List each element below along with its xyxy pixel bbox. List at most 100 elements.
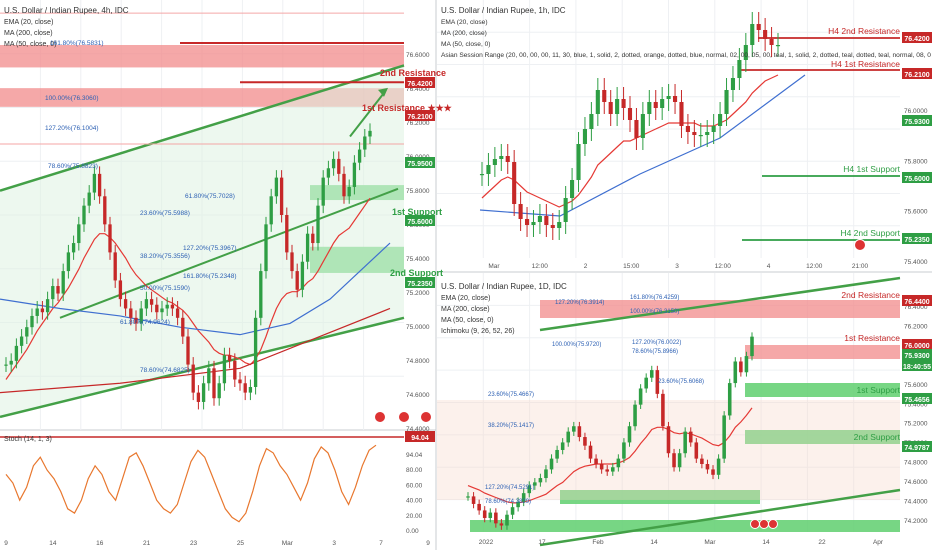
h4-candle-body	[56, 286, 60, 294]
res2-label: 2nd Resistance	[380, 68, 446, 78]
zones	[0, 45, 900, 532]
h1-candle-body	[537, 216, 542, 222]
fib-label: 78.60%(75.8966)	[632, 349, 678, 355]
left-title: U.S. Dollar / Indian Rupee, 4h, IDC	[4, 6, 129, 15]
h4-candle-body	[269, 196, 273, 225]
d1-candle-body	[527, 485, 532, 494]
axis-tick-label: 74.4000	[406, 426, 430, 433]
resistance-2-zone	[0, 45, 404, 68]
h1-candle-body	[531, 222, 536, 225]
time-tick-label: 17	[538, 539, 546, 546]
h4-sup1-label: H4 1st Support	[843, 164, 900, 174]
axis-tick-label: 76.2000	[406, 120, 430, 127]
badge-rb-time-bg	[902, 360, 932, 371]
h1-candle-body	[479, 174, 485, 176]
h4-candle-body	[61, 271, 65, 294]
badge-stoch: 94.04	[411, 435, 429, 442]
axis-tick-label: 20.00	[406, 513, 423, 520]
badge-rt-res1-bg	[902, 68, 932, 79]
d1-candle-body	[549, 458, 554, 470]
d1-candle-body	[538, 478, 543, 483]
badge-rt-sup2: 75.2350	[904, 237, 929, 244]
h4-candle-body	[108, 224, 112, 253]
d1-candle-body	[605, 469, 609, 472]
fib-label: 100.00%(76.3060)	[45, 95, 99, 102]
d1-candle-body	[627, 426, 632, 443]
fib-label: 23.60%(75.6068)	[658, 379, 704, 385]
axis-tick-label: 74.6000	[904, 479, 928, 486]
rb-legend-item: Ichimoku (9, 26, 52, 26)	[441, 328, 515, 335]
h1-candle-body	[711, 126, 716, 132]
h4-candle-body	[170, 304, 175, 309]
time-tick-label: 21	[143, 540, 151, 547]
time-tick-label: 25	[237, 540, 245, 547]
h4-candle-body	[77, 224, 81, 244]
h1-candle-body	[660, 99, 665, 108]
forecast-arrow	[349, 90, 386, 138]
h4-candle-body	[238, 379, 242, 384]
axis-tick-label: 75.2000	[406, 290, 430, 297]
h4-candle-body	[186, 336, 190, 365]
time-tick-label: Apr	[873, 539, 884, 546]
time-tick-label: Feb	[592, 539, 604, 546]
us-flag-icon	[374, 411, 386, 423]
h4-candle-body	[196, 392, 201, 402]
time-tick-label: 9	[426, 540, 430, 547]
h4-candle-body	[71, 243, 76, 253]
rt-legend-item: Asian Session Range (20, 00, 00, 00, 11,…	[441, 52, 931, 59]
left-legend-item: MA (50, close, 0)	[4, 41, 57, 48]
rt-legend-item: MA (50, close, 0)	[441, 41, 490, 48]
time-tick-label: 2	[584, 263, 588, 270]
d1-candle-body	[499, 523, 504, 526]
h4-candle-body	[207, 368, 211, 384]
h1-candle-body	[698, 135, 703, 137]
h4-candle-body	[311, 233, 315, 244]
h1-candle-body	[602, 90, 607, 102]
time-tick-label: 15:00	[623, 263, 640, 270]
fib-label: 38.20%(75.3556)	[140, 253, 190, 260]
h4-candle-body	[45, 299, 50, 313]
h4-candle-body	[342, 173, 346, 197]
d1-candle-body	[677, 453, 682, 468]
res1-label: 1st Resistance ★★★	[362, 103, 453, 113]
h4-candle-body	[113, 252, 117, 281]
h4-candle-body	[144, 299, 149, 309]
us-flag-icon	[759, 519, 769, 529]
h4-candle-body	[155, 304, 159, 313]
sup1-label: 1st Support	[392, 207, 442, 217]
axis-tick-label: 75.6000	[904, 209, 928, 216]
d1-candle-body	[633, 404, 637, 427]
h4-candle-body	[134, 317, 138, 324]
h4-candle-body	[253, 317, 258, 387]
badge-rb-res2: 76.4400	[904, 299, 929, 306]
axis-tick-label: 74.8000	[406, 358, 430, 365]
fib-label: 161.80%(75.2348)	[183, 273, 237, 280]
h4-candle-body	[274, 177, 279, 197]
h4-candle-body	[227, 355, 232, 361]
h4-candle-body	[40, 308, 45, 313]
d1-candle-body	[700, 458, 704, 465]
badge-left-res1-bg	[405, 110, 435, 121]
h1-candle-body	[666, 96, 671, 99]
h4-candle-body	[212, 368, 216, 399]
h1-candle-body	[550, 225, 555, 228]
rb-title: U.S. Dollar / Indian Rupee, 1D, IDC	[441, 282, 567, 291]
time-tick-label: 16	[96, 540, 104, 547]
axis-tick-label: 40.00	[406, 498, 423, 505]
axis-tick-label: 74.2000	[904, 518, 928, 525]
forecast-arrowhead	[378, 87, 388, 97]
h4-candle-body	[243, 383, 247, 393]
d1-candle-body	[566, 431, 571, 443]
badge-stoch-bg	[405, 431, 435, 442]
h4-candle-body	[222, 355, 227, 384]
h4-candle-body	[139, 308, 143, 324]
badge-left-sup1-bg	[405, 215, 435, 226]
time-tick-label: 3	[332, 540, 336, 547]
badge-rb-res2-bg	[902, 295, 932, 306]
badge-rt-sup1: 75.6000	[904, 176, 929, 183]
badge-rb-res1-bg	[902, 339, 932, 350]
d1-candle-body	[488, 512, 493, 518]
d1-candle-body	[644, 377, 648, 389]
badge-rt-res1: 76.2100	[904, 72, 929, 79]
